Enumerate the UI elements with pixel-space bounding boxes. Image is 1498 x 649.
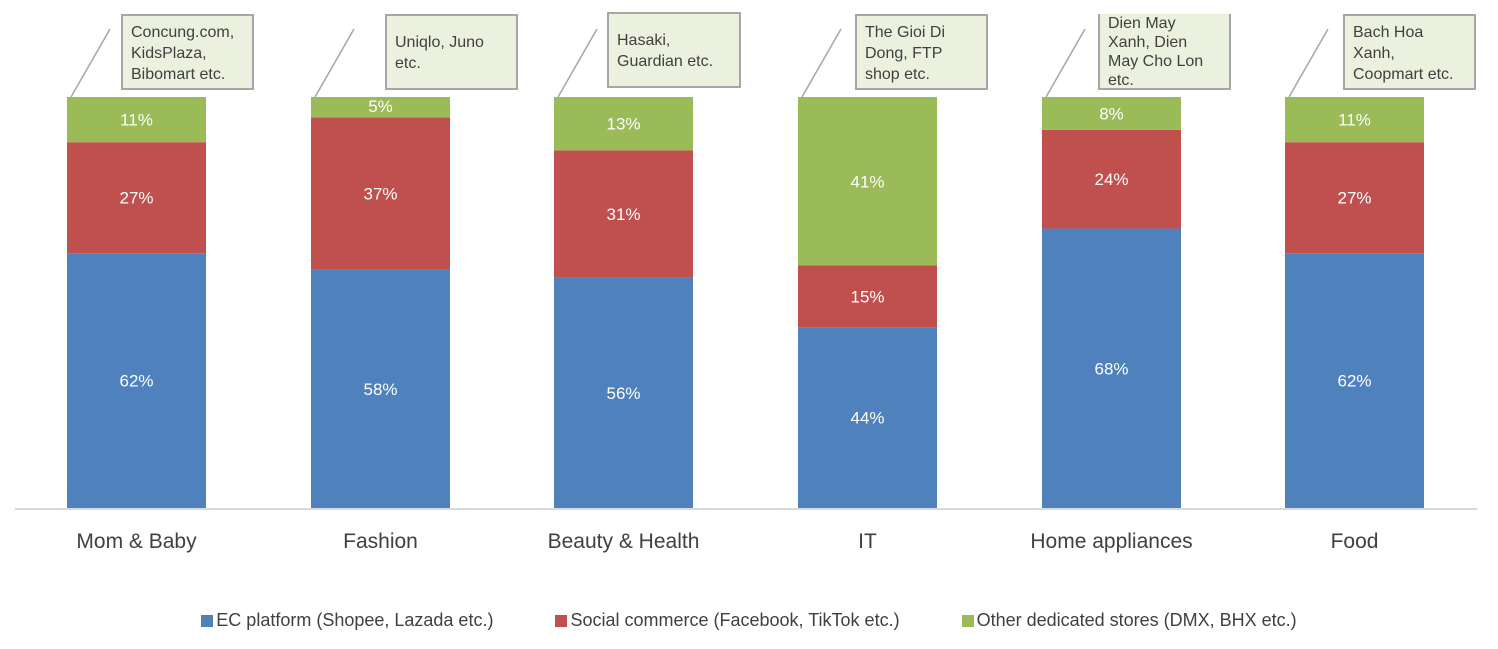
callout-box-mom-baby: Concung.com, KidsPlaza, Bibomart etc.: [121, 14, 254, 90]
bar-segment-home-appliances-0: [1042, 228, 1181, 508]
legend-item-other-stores: Other dedicated stores (DMX, BHX etc.): [961, 610, 1297, 631]
bar-segment-home-appliances-2: [1042, 97, 1181, 130]
callout-leaders: [70, 28, 1329, 98]
legend-item-social-commerce: Social commerce (Facebook, TikTok etc.): [555, 610, 900, 631]
data-label-home-appliances-0: 68%: [1094, 359, 1128, 378]
data-label-home-appliances-1: 24%: [1094, 170, 1128, 189]
bar-segment-beauty-health-1: [554, 150, 693, 278]
legend-swatch-ec-platform: [201, 614, 214, 627]
callout-leader-home-appliances: [1045, 28, 1086, 98]
bar-segment-fashion-0: [311, 269, 450, 508]
data-label-food-0: 62%: [1337, 372, 1371, 391]
bars-layer: 62% 27% 11% 58% 37% 5% 56% 31% 13% 44% 15% 41% 68% 24…: [67, 97, 1424, 508]
callout-box-home-appliances: Dien May Xanh, Dien May Cho Lon etc.: [1098, 14, 1231, 90]
x-tick-label-food: Food: [1331, 530, 1379, 553]
legend-item-ec-platform: EC platform (Shopee, Lazada etc.): [201, 610, 493, 631]
x-tick-label-mom-baby: Mom & Baby: [76, 530, 197, 553]
data-label-it-0: 44%: [850, 409, 884, 428]
callout-box-fashion: Uniqlo, Juno etc.: [385, 14, 518, 90]
callout-leader-beauty-health: [557, 28, 598, 98]
bar-segment-it-0: [798, 327, 937, 508]
callout-box-food: Bach Hoa Xanh, Coopmart etc.: [1343, 14, 1476, 90]
bar-segment-mom-baby-2: [67, 97, 206, 143]
legend-label-other-stores: Other dedicated stores (DMX, BHX etc.): [976, 610, 1297, 630]
x-tick-label-it: IT: [858, 530, 877, 553]
bar-segment-home-appliances-1: [1042, 129, 1181, 229]
data-label-beauty-health-0: 56%: [606, 384, 640, 403]
callout-box-it: The Gioi Di Dong, FTP shop etc.: [855, 14, 988, 90]
callout-leader-it: [801, 28, 842, 98]
legend-swatch-social-commerce: [555, 614, 568, 627]
bar-segment-food-0: [1285, 253, 1424, 508]
legend: EC platform (Shopee, Lazada etc.) Social…: [0, 610, 1498, 631]
callout-leader-food: [1288, 28, 1329, 98]
data-label-food-2: 11%: [1338, 111, 1371, 130]
data-label-mom-baby-0: 62%: [119, 372, 153, 391]
x-tick-label-fashion: Fashion: [343, 530, 418, 553]
bar-segment-mom-baby-1: [67, 142, 206, 254]
legend-label-ec-platform: EC platform (Shopee, Lazada etc.): [216, 610, 494, 630]
callout-box-beauty-health: Hasaki, Guardian etc.: [607, 12, 741, 88]
callout-leader-fashion: [314, 28, 355, 98]
data-label-fashion-2: 5%: [368, 97, 393, 116]
bar-segment-fashion-2: [311, 97, 450, 118]
legend-swatch-other-stores: [961, 614, 974, 627]
data-label-food-1: 27%: [1337, 189, 1371, 208]
category-labels: Mom & Baby Fashion Beauty & Health IT Home a…: [76, 530, 1378, 553]
data-label-it-1: 15%: [850, 287, 884, 306]
data-label-it-2: 41%: [850, 172, 884, 191]
data-label-fashion-0: 58%: [363, 380, 397, 399]
data-label-beauty-health-2: 13%: [606, 115, 640, 134]
data-label-beauty-health-1: 31%: [606, 205, 640, 224]
callout-leader-mom-baby: [70, 28, 111, 98]
bar-segment-food-2: [1285, 97, 1424, 143]
legend-label-social-commerce: Social commerce (Facebook, TikTok etc.): [570, 610, 900, 630]
bar-segment-fashion-1: [311, 117, 450, 270]
data-label-home-appliances-2: 8%: [1099, 104, 1124, 123]
x-tick-label-home-appliances: Home appliances: [1030, 530, 1192, 553]
bar-segment-food-1: [1285, 142, 1424, 254]
bar-segment-it-1: [798, 265, 937, 328]
bar-segment-mom-baby-0: [67, 253, 206, 508]
bar-segment-beauty-health-2: [554, 97, 693, 151]
data-label-fashion-1: 37%: [363, 185, 397, 204]
data-label-mom-baby-2: 11%: [120, 111, 153, 130]
bar-segment-beauty-health-0: [554, 277, 693, 508]
bar-segment-it-2: [798, 97, 937, 266]
x-tick-label-beauty-health: Beauty & Health: [548, 530, 700, 553]
data-label-mom-baby-1: 27%: [119, 189, 153, 208]
